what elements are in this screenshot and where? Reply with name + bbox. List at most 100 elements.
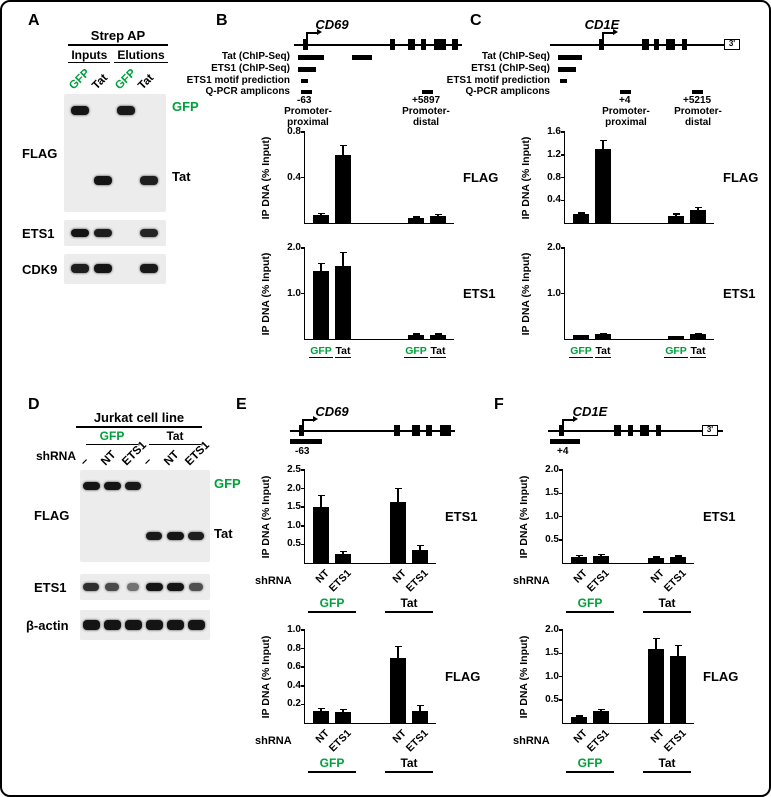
- x-tick-label: GFP: [305, 345, 337, 358]
- flag-blot-a: [64, 94, 166, 212]
- error-bar: [342, 145, 344, 155]
- y-axis-label: IP DNA (% Input): [517, 630, 531, 723]
- region-label-distal: Promoter- distal: [402, 106, 450, 128]
- qpcr-amplicon-distal: [692, 90, 703, 94]
- lane-label: ETS1: [183, 438, 212, 468]
- gene-title-cd69: CD69: [315, 404, 349, 419]
- error-bar: [415, 217, 417, 219]
- group-label-gfp: GFP: [86, 429, 138, 445]
- error-bar: [580, 213, 582, 215]
- y-tick: [301, 131, 305, 133]
- chart-e-flag: IP DNA (% Input) FLAG 0.2 0.4 0.6 0.8 1.0 NT ETS…: [255, 624, 480, 773]
- error-bar-cap: [577, 212, 585, 214]
- error-bar: [697, 333, 699, 335]
- y-tick-label: 0.8: [287, 126, 301, 137]
- lane-label: –: [78, 454, 92, 468]
- y-axis-label-text: IP DNA (% Input): [260, 475, 272, 558]
- y-tick: [301, 685, 305, 687]
- bar: [335, 711, 351, 723]
- y-tick: [561, 176, 565, 179]
- elutions-header: Elutions: [114, 48, 168, 63]
- y-tick-label: 1.0: [287, 519, 301, 531]
- error-bar: [397, 646, 399, 658]
- tss-arrowhead: [313, 416, 318, 422]
- error-bar-cap: [674, 555, 682, 557]
- amplicon-position-proximal: +4: [619, 95, 631, 106]
- error-bar-cap: [434, 333, 442, 335]
- chart-b-flag: IP DNA (% Input) FLAG 0.4 0.8: [260, 126, 498, 224]
- gfp-band-label: GFP: [172, 99, 199, 114]
- y-tick-label: 1.0: [545, 510, 559, 522]
- amplicon-position-label: -63: [295, 446, 310, 457]
- y-tick: [301, 487, 305, 490]
- bar: [670, 655, 686, 723]
- tss-arrowhead: [613, 29, 618, 35]
- y-tick-label: 2.0: [547, 242, 561, 253]
- bar: [593, 556, 609, 563]
- y-axis-label-text: IP DNA (% Input): [260, 635, 272, 718]
- qpcr-amplicon-proximal: [301, 90, 312, 94]
- gene-title-cd1e: CD1E: [584, 17, 620, 32]
- y-tick: [559, 675, 563, 678]
- lane-label: GFP: [67, 66, 93, 92]
- x-tick-label: ETS1: [403, 567, 431, 595]
- protein-band: [71, 106, 89, 115]
- protein-band: [103, 482, 121, 490]
- y-tick: [559, 469, 563, 471]
- error-bar-cap: [599, 332, 607, 334]
- x-tick-label: Tat: [327, 345, 359, 358]
- flag-blot-d: [80, 470, 210, 562]
- error-bar-cap: [575, 555, 583, 557]
- exon-box: [408, 39, 415, 50]
- error-bar-cap: [597, 708, 605, 711]
- protein-band: [82, 620, 100, 630]
- error-bar: [342, 709, 344, 712]
- x-tick-label: ETS1: [326, 727, 354, 755]
- error-bar: [600, 709, 602, 712]
- error-bar-cap: [599, 139, 607, 141]
- error-bar-cap: [394, 487, 402, 489]
- error-bar-cap: [317, 708, 325, 710]
- exon-box: [642, 39, 649, 50]
- cdk9-blot-a: [64, 254, 166, 284]
- error-bar: [397, 488, 399, 502]
- error-bar: [419, 546, 421, 550]
- track-label-tat-chipseq: Tat (ChIP-Seq): [481, 51, 550, 62]
- bar: [430, 216, 446, 223]
- x-group-label: Tat: [385, 756, 433, 773]
- track-label-ets1-motif: ETS1 motif prediction: [446, 75, 550, 86]
- error-bar: [320, 213, 322, 216]
- x-tick-label: ETS1: [403, 727, 431, 755]
- antibody-label: FLAG: [445, 668, 481, 684]
- protein-band: [145, 583, 163, 591]
- lane-label: –: [141, 454, 155, 468]
- y-tick-label: 0.8: [547, 171, 561, 183]
- gene-line: [290, 430, 455, 432]
- exon-box: [682, 39, 687, 50]
- amplicon-position-label: +4: [557, 446, 569, 457]
- ets1-blot-d: [80, 574, 210, 600]
- protein-band: [140, 176, 158, 185]
- y-axis-label: IP DNA (% Input): [259, 132, 273, 223]
- bar: [313, 507, 329, 563]
- panel-a-lane-labels: GFP Tat GFP Tat: [64, 60, 166, 92]
- y-tick-label: 0.4: [547, 194, 561, 206]
- antibody-label: ETS1: [445, 508, 478, 524]
- error-bar: [677, 646, 679, 656]
- x-group-label: GFP: [566, 756, 614, 773]
- ets1-row-label: ETS1: [34, 580, 67, 595]
- x-axis-name: shRNA: [255, 735, 292, 747]
- y-axis-label: IP DNA (% Input): [259, 470, 273, 563]
- error-bar: [342, 252, 344, 267]
- y-tick-label: 0.2: [287, 698, 301, 710]
- bar: [571, 556, 587, 563]
- y-axis-label-text: IP DNA (% Input): [518, 635, 530, 718]
- y-tick-label: 2.0: [287, 242, 301, 253]
- chart-c-flag: IP DNA (% Input) FLAG 0.4 0.8 1.2 1.6: [520, 126, 758, 224]
- bar: [573, 335, 589, 339]
- x-group-label: Tat: [643, 756, 691, 773]
- y-tick: [561, 131, 565, 133]
- y-tick-label: 1.0: [287, 624, 301, 635]
- protein-band: [166, 620, 184, 630]
- antibody-label: ETS1: [723, 285, 756, 301]
